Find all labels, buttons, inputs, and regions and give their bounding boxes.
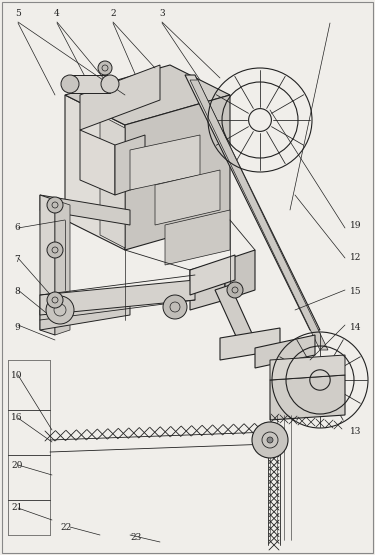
Polygon shape (80, 130, 115, 195)
Polygon shape (40, 195, 55, 335)
Text: 10: 10 (11, 371, 22, 380)
Polygon shape (255, 335, 315, 368)
Text: 9: 9 (14, 322, 20, 331)
Polygon shape (40, 280, 195, 315)
Text: 4: 4 (54, 9, 60, 18)
Polygon shape (80, 65, 160, 130)
Polygon shape (130, 135, 200, 190)
Text: 16: 16 (11, 413, 22, 422)
Circle shape (252, 422, 288, 458)
Polygon shape (190, 260, 225, 310)
Polygon shape (65, 95, 125, 250)
Text: 14: 14 (350, 322, 361, 331)
Polygon shape (185, 75, 320, 330)
Polygon shape (65, 65, 230, 125)
Text: 21: 21 (11, 503, 22, 512)
Polygon shape (40, 295, 130, 330)
Polygon shape (55, 200, 70, 335)
Circle shape (163, 295, 187, 319)
Text: 20: 20 (11, 461, 22, 470)
Circle shape (47, 242, 63, 258)
Polygon shape (100, 115, 125, 248)
Circle shape (267, 437, 273, 443)
Circle shape (47, 197, 63, 213)
Polygon shape (125, 95, 230, 250)
Polygon shape (190, 80, 328, 350)
Text: 19: 19 (350, 220, 361, 230)
Polygon shape (155, 170, 220, 225)
Polygon shape (165, 210, 230, 265)
Polygon shape (215, 285, 255, 345)
Polygon shape (190, 255, 235, 295)
Polygon shape (40, 210, 50, 230)
Polygon shape (115, 135, 145, 195)
Text: 2: 2 (110, 9, 116, 18)
Circle shape (227, 282, 243, 298)
Text: 12: 12 (350, 254, 361, 263)
Circle shape (61, 75, 79, 93)
Circle shape (101, 75, 119, 93)
Text: 3: 3 (159, 9, 165, 18)
Polygon shape (220, 328, 280, 360)
Text: 13: 13 (350, 427, 361, 436)
Polygon shape (270, 355, 345, 380)
Text: 5: 5 (15, 9, 21, 18)
Text: 8: 8 (14, 287, 20, 296)
Circle shape (47, 292, 63, 308)
Circle shape (46, 296, 74, 324)
Text: 6: 6 (14, 224, 20, 233)
Polygon shape (270, 375, 345, 420)
Text: 23: 23 (130, 533, 141, 542)
Polygon shape (225, 250, 255, 300)
Text: 15: 15 (350, 287, 361, 296)
Polygon shape (70, 75, 110, 93)
Circle shape (98, 61, 112, 75)
Polygon shape (40, 195, 130, 225)
Text: 22: 22 (60, 523, 71, 532)
Text: 7: 7 (14, 255, 20, 265)
